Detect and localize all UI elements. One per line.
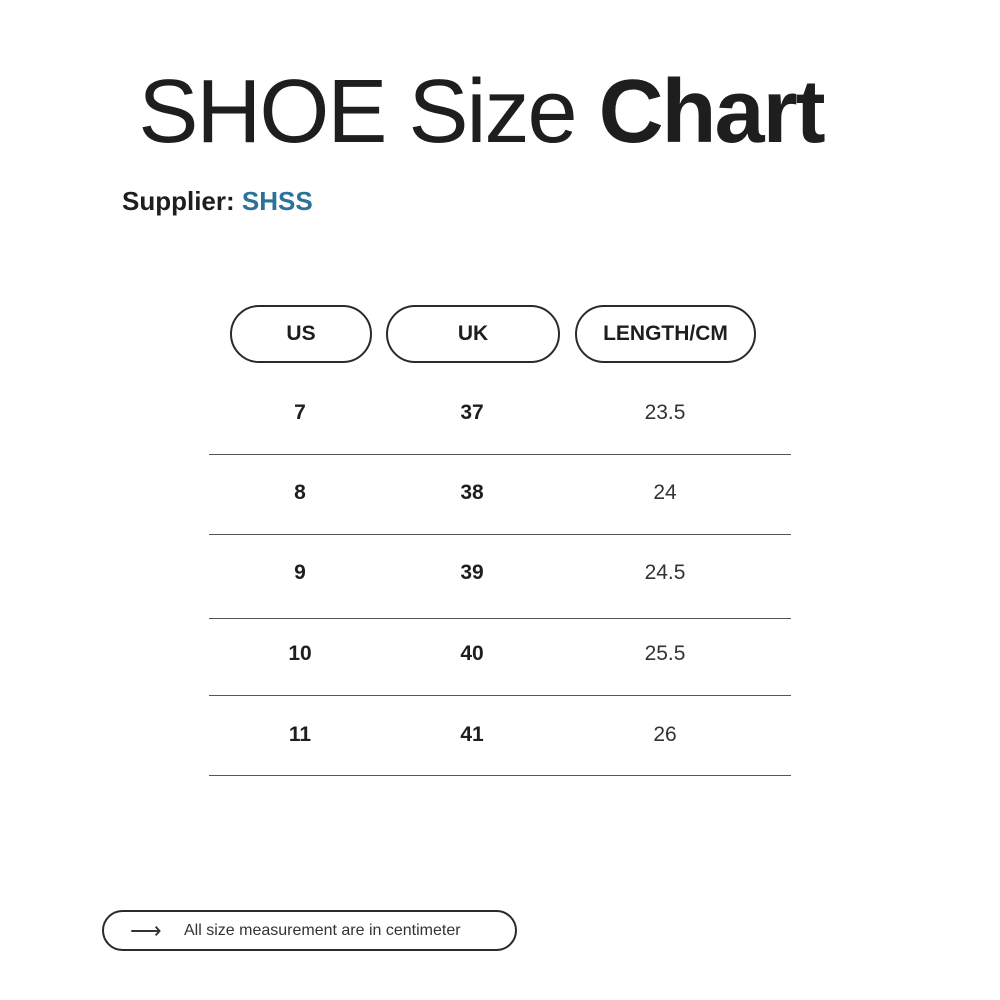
cell-length: 25.5 (644, 642, 686, 665)
page-title: SHOE Size Chart (0, 62, 962, 162)
cell-us: 11 (288, 723, 312, 746)
row-divider (209, 695, 791, 696)
row-divider (209, 454, 791, 455)
row-divider (209, 618, 791, 619)
footer-note: ⟶ All size measurement are in centimeter (102, 910, 517, 951)
row-divider (209, 775, 791, 776)
cell-us: 7 (294, 401, 306, 424)
arrow-right-icon: ⟶ (130, 918, 162, 943)
supplier-label: Supplier: (122, 186, 235, 216)
cell-length: 24 (653, 481, 677, 504)
supplier-info: Supplier: SHSS (122, 186, 313, 217)
footer-note-text: All size measurement are in centimeter (184, 922, 461, 939)
cell-us: 9 (294, 561, 306, 584)
cell-uk: 37 (460, 401, 484, 424)
header-length: LENGTH/CM (575, 305, 756, 363)
cell-us: 8 (294, 481, 306, 504)
title-bold: Chart (598, 62, 826, 162)
cell-uk: 38 (460, 481, 484, 504)
cell-us: 10 (288, 642, 312, 665)
cell-uk: 39 (460, 561, 484, 584)
header-us: US (230, 305, 372, 363)
row-divider (209, 534, 791, 535)
header-uk: UK (386, 305, 560, 363)
cell-uk: 40 (460, 642, 484, 665)
supplier-value: SHSS (241, 186, 313, 216)
cell-length: 26 (653, 723, 677, 746)
title-light: SHOE Size (138, 62, 577, 162)
cell-length: 23.5 (644, 401, 686, 424)
cell-length: 24.5 (644, 561, 686, 584)
cell-uk: 41 (460, 723, 484, 746)
